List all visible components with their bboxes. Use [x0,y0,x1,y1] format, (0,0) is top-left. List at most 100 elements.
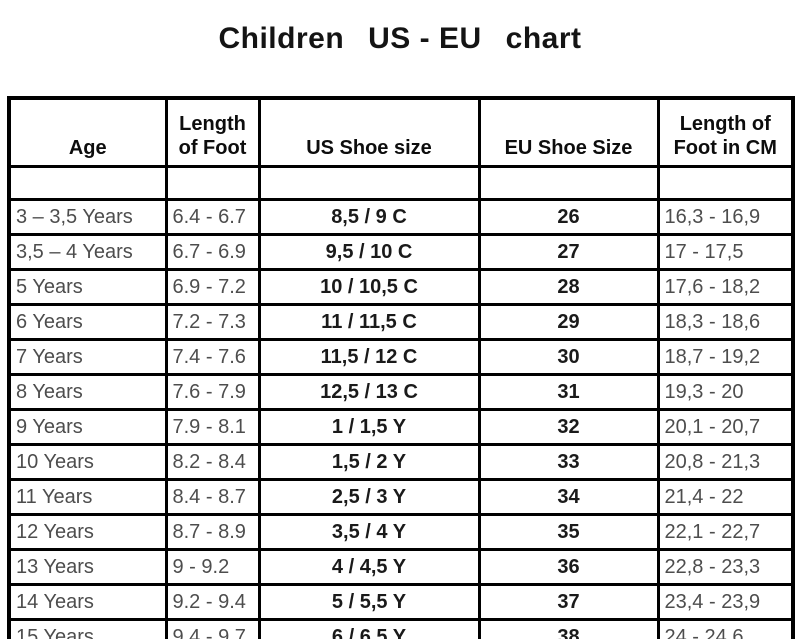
cell-age: 14 Years [7,583,168,621]
cell-foot-length-cm: 18,7 - 19,2 [656,338,795,376]
cell-us-shoe-size: 12,5 / 13 C [257,373,481,411]
table-row: 11 Years 8.4 - 8.7 2,5 / 3 Y 34 21,4 - 2… [7,478,795,516]
size-chart-table: Age Length of Foot US Shoe size EU Shoe … [7,96,795,639]
cell-length-of-foot: 8.4 - 8.7 [164,478,261,516]
spacer-cell [7,165,168,201]
spacer-cell [257,165,481,201]
cell-length-of-foot: 7.9 - 8.1 [164,408,261,446]
cell-length-of-foot: 8.2 - 8.4 [164,443,261,481]
cell-eu-shoe-size: 38 [477,618,660,639]
title-word-us-eu: US - EU [368,22,482,55]
cell-age: 6 Years [7,303,168,341]
header-row: Age Length of Foot US Shoe size EU Shoe … [7,96,795,168]
col-header-cm-line2: Foot in CM [673,137,777,159]
cell-eu-shoe-size: 28 [477,268,660,306]
spacer-cell [656,165,795,201]
cell-length-of-foot: 6.4 - 6.7 [164,198,261,236]
cell-eu-shoe-size: 37 [477,583,660,621]
table-body: 3 – 3,5 Years 6.4 - 6.7 8,5 / 9 C 26 16,… [7,165,795,639]
table-row: 15 Years 9.4 - 9.7 6 / 6,5 Y 38 24 - 24,… [7,618,795,639]
table-row: 6 Years 7.2 - 7.3 11 / 11,5 C 29 18,3 - … [7,303,795,341]
cell-us-shoe-size: 1 / 1,5 Y [257,408,481,446]
table-row: 5 Years 6.9 - 7.2 10 / 10,5 C 28 17,6 - … [7,268,795,306]
cell-length-of-foot: 6.9 - 7.2 [164,268,261,306]
col-header-us-shoe-size: US Shoe size [257,96,481,168]
cell-eu-shoe-size: 29 [477,303,660,341]
cell-us-shoe-size: 11,5 / 12 C [257,338,481,376]
table-row: 14 Years 9.2 - 9.4 5 / 5,5 Y 37 23,4 - 2… [7,583,795,621]
cell-eu-shoe-size: 34 [477,478,660,516]
cell-foot-length-cm: 20,1 - 20,7 [656,408,795,446]
col-header-age: Age [7,96,168,168]
cell-length-of-foot: 7.2 - 7.3 [164,303,261,341]
cell-age: 3 – 3,5 Years [7,198,168,236]
col-header-length-line1: Length [179,113,246,135]
cell-age: 9 Years [7,408,168,446]
cell-eu-shoe-size: 30 [477,338,660,376]
cell-us-shoe-size: 6 / 6,5 Y [257,618,481,639]
cell-foot-length-cm: 20,8 - 21,3 [656,443,795,481]
cell-length-of-foot: 8.7 - 8.9 [164,513,261,551]
table-row: 10 Years 8.2 - 8.4 1,5 / 2 Y 33 20,8 - 2… [7,443,795,481]
cell-eu-shoe-size: 35 [477,513,660,551]
cell-length-of-foot: 9.4 - 9.7 [164,618,261,639]
cell-eu-shoe-size: 27 [477,233,660,271]
cell-foot-length-cm: 17 - 17,5 [656,233,795,271]
cell-foot-length-cm: 22,1 - 22,7 [656,513,795,551]
cell-eu-shoe-size: 26 [477,198,660,236]
cell-us-shoe-size: 1,5 / 2 Y [257,443,481,481]
title-word-children: Children [218,22,345,55]
cell-eu-shoe-size: 36 [477,548,660,586]
col-header-eu-shoe-size: EU Shoe Size [477,96,660,168]
spacer-row [7,165,795,201]
cell-us-shoe-size: 8,5 / 9 C [257,198,481,236]
cell-foot-length-cm: 19,3 - 20 [656,373,795,411]
cell-eu-shoe-size: 33 [477,443,660,481]
cell-foot-length-cm: 22,8 - 23,3 [656,548,795,586]
table-row: 12 Years 8.7 - 8.9 3,5 / 4 Y 35 22,1 - 2… [7,513,795,551]
cell-foot-length-cm: 16,3 - 16,9 [656,198,795,236]
cell-foot-length-cm: 17,6 - 18,2 [656,268,795,306]
cell-us-shoe-size: 9,5 / 10 C [257,233,481,271]
col-header-foot-cm: Length of Foot in CM [656,96,795,168]
cell-age: 13 Years [7,548,168,586]
cell-foot-length-cm: 24 - 24,6 [656,618,795,639]
cell-us-shoe-size: 4 / 4,5 Y [257,548,481,586]
cell-us-shoe-size: 2,5 / 3 Y [257,478,481,516]
table-row: 9 Years 7.9 - 8.1 1 / 1,5 Y 32 20,1 - 20… [7,408,795,446]
spacer-cell [477,165,660,201]
col-header-cm-line1: Length of [679,113,771,135]
cell-length-of-foot: 9 - 9.2 [164,548,261,586]
table-row: 3 – 3,5 Years 6.4 - 6.7 8,5 / 9 C 26 16,… [7,198,795,236]
cell-foot-length-cm: 21,4 - 22 [656,478,795,516]
cell-age: 5 Years [7,268,168,306]
col-header-length-of-foot: Length of Foot [164,96,261,168]
page-title: Children US - EU chart [0,0,800,56]
cell-foot-length-cm: 18,3 - 18,6 [656,303,795,341]
cell-eu-shoe-size: 31 [477,373,660,411]
cell-age: 12 Years [7,513,168,551]
cell-us-shoe-size: 3,5 / 4 Y [257,513,481,551]
cell-us-shoe-size: 11 / 11,5 C [257,303,481,341]
cell-length-of-foot: 6.7 - 6.9 [164,233,261,271]
cell-us-shoe-size: 5 / 5,5 Y [257,583,481,621]
cell-age: 8 Years [7,373,168,411]
cell-age: 15 Years [7,618,168,639]
cell-age: 7 Years [7,338,168,376]
spacer-cell [164,165,261,201]
cell-length-of-foot: 7.4 - 7.6 [164,338,261,376]
cell-age: 10 Years [7,443,168,481]
col-header-eu-label: EU Shoe Size [504,137,633,159]
cell-age: 3,5 – 4 Years [7,233,168,271]
col-header-us-label: US Shoe size [306,137,432,159]
table-row: 8 Years 7.6 - 7.9 12,5 / 13 C 31 19,3 - … [7,373,795,411]
cell-length-of-foot: 7.6 - 7.9 [164,373,261,411]
col-header-length-line2: of Foot [178,137,247,159]
cell-foot-length-cm: 23,4 - 23,9 [656,583,795,621]
table-row: 7 Years 7.4 - 7.6 11,5 / 12 C 30 18,7 - … [7,338,795,376]
table-row: 13 Years 9 - 9.2 4 / 4,5 Y 36 22,8 - 23,… [7,548,795,586]
cell-us-shoe-size: 10 / 10,5 C [257,268,481,306]
cell-length-of-foot: 9.2 - 9.4 [164,583,261,621]
col-header-age-label: Age [68,137,107,159]
